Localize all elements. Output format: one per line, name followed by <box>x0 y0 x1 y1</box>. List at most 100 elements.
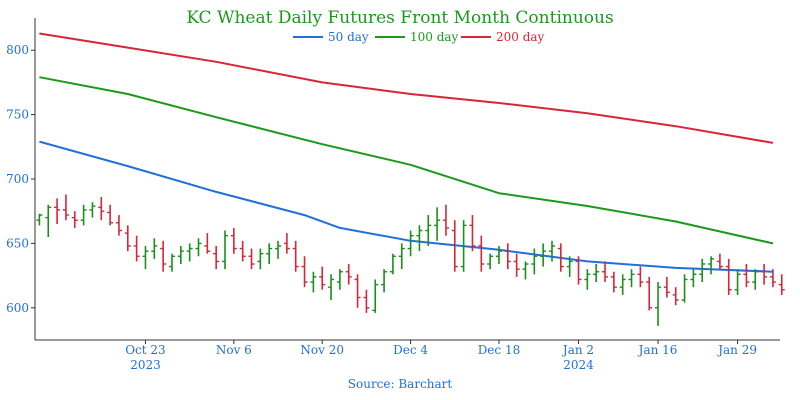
ohlc-bar <box>168 253 175 272</box>
ohlc-bar <box>213 245 220 270</box>
ohlc-bar <box>407 230 414 257</box>
x-tick-label: Dec 4 <box>393 343 428 357</box>
x-tick-label: Jan 29 <box>716 343 757 357</box>
ohlc-bar <box>195 238 202 257</box>
ohlc-bar <box>151 238 158 259</box>
ohlc-bar <box>328 274 335 301</box>
ohlc-bar <box>575 256 582 285</box>
ohlc-bar <box>133 235 140 262</box>
ohlc-bar <box>222 230 229 270</box>
ohlc-bar <box>89 202 96 218</box>
y-tick-label: 700 <box>6 172 29 186</box>
chart-title: KC Wheat Daily Futures Front Month Conti… <box>186 8 613 28</box>
ohlc-bar <box>619 274 626 295</box>
ohlc-bar <box>743 264 750 288</box>
legend-label: 50 day <box>328 30 369 44</box>
moving-average-lines <box>39 32 774 273</box>
ohlc-bar <box>354 274 361 308</box>
ohlc-bar <box>363 289 370 313</box>
legend-label: 100 day <box>410 30 459 44</box>
ohlc-bar <box>734 269 741 295</box>
ohlc-bar <box>681 274 688 303</box>
ohlc-bar <box>248 248 255 270</box>
ohlc-bar <box>716 253 723 270</box>
ohlc-bar <box>275 240 282 259</box>
y-tick-label: 650 <box>6 236 29 250</box>
x-tick-year-label: 2024 <box>563 358 594 372</box>
ohlc-bar <box>283 233 290 254</box>
ohlc-bar <box>469 215 476 252</box>
ohlc-bar <box>460 220 467 272</box>
ohlc-bar <box>663 276 670 298</box>
ohlc-bar <box>487 253 494 270</box>
ohlc-bar <box>416 225 423 252</box>
y-axis-ticks: 600 650 700 750 800 <box>6 43 35 315</box>
ohlc-bar <box>593 264 600 283</box>
source-label: Source: Barchart <box>348 377 453 391</box>
ohlc-bar <box>725 258 732 295</box>
ohlc-bar <box>531 248 538 275</box>
ohlc-bar <box>602 261 609 283</box>
x-tick-label: Nov 20 <box>300 343 344 357</box>
ohlc-bar <box>71 211 78 228</box>
ohlc-bar <box>54 198 61 225</box>
y-tick-label: 750 <box>6 108 29 122</box>
ohlc-bar <box>557 243 564 272</box>
x-tick-label: Dec 18 <box>478 343 521 357</box>
series-line <box>39 76 774 245</box>
ohlc-bar <box>336 269 343 290</box>
x-tick-year-label: 2023 <box>130 358 161 372</box>
series-line <box>39 32 774 144</box>
ohlc-bar <box>310 271 317 293</box>
ohlc-bar <box>708 256 715 275</box>
x-tick-label: Jan 16 <box>637 343 678 357</box>
ohlc-bar <box>566 256 573 277</box>
ohlc-bars <box>36 194 785 326</box>
ohlc-bar <box>98 197 105 221</box>
ohlc-bar <box>672 287 679 306</box>
ohlc-bar <box>655 282 662 326</box>
ohlc-bar <box>522 261 529 280</box>
ohlc-bar <box>478 235 485 272</box>
legend-label: 200 day <box>496 30 545 44</box>
ohlc-bar <box>115 215 122 236</box>
ohlc-bar <box>699 258 706 283</box>
ohlc-bar <box>769 269 776 288</box>
ohlc-bar <box>230 227 237 254</box>
ohlc-bar <box>160 240 167 272</box>
ohlc-bar <box>548 240 555 262</box>
ohlc-bar <box>425 215 432 246</box>
ohlc-bar <box>186 243 193 262</box>
ohlc-bar <box>319 266 326 290</box>
ohlc-bar <box>301 256 308 288</box>
ohlc-bar <box>513 253 520 277</box>
ohlc-bar <box>204 233 211 254</box>
series-line <box>39 140 773 273</box>
ohlc-bar <box>142 245 149 270</box>
ohlc-bar <box>345 264 352 285</box>
ohlc-bar <box>257 248 264 270</box>
y-tick-label: 600 <box>6 301 29 315</box>
y-tick-label: 800 <box>6 43 29 57</box>
ohlc-bar <box>124 225 131 252</box>
ohlc-bar <box>442 204 449 236</box>
x-tick-label: Oct 23 <box>125 343 165 357</box>
ohlc-bar <box>778 274 785 295</box>
ohlc-bar <box>584 269 591 290</box>
ohlc-bar <box>80 204 87 226</box>
ohlc-bar <box>372 279 379 313</box>
ohlc-bar <box>107 204 114 226</box>
ohlc-bar <box>451 220 458 272</box>
legend: 50 day 100 day 200 day <box>293 30 545 44</box>
ohlc-bar <box>292 240 299 272</box>
ohlc-bar <box>540 243 547 267</box>
ohlc-bar <box>646 276 653 311</box>
ohlc-bar <box>637 266 644 288</box>
ohlc-bar <box>610 271 617 293</box>
ohlc-bar <box>495 245 502 265</box>
ohlc-bar <box>381 269 388 293</box>
ohlc-bar <box>752 269 759 290</box>
